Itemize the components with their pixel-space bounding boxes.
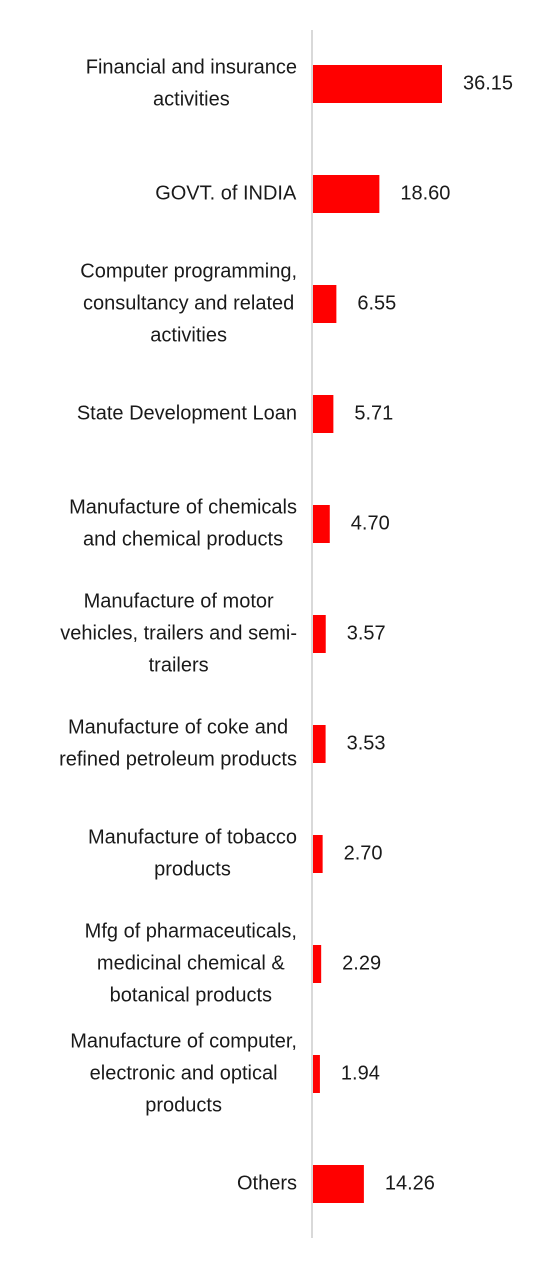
category-label-line: products [145, 1094, 222, 1116]
category-label-line: Mfg of pharmaceuticals, [85, 920, 297, 942]
value-label: 1.94 [341, 1062, 380, 1084]
category-label-line: consultancy and related [83, 292, 294, 314]
value-labels-group: 36.15 18.60 6.55 5.71 4.70 3.57 3.53 2.70 2.29 1.… [341, 72, 513, 1194]
value-label: 5.71 [354, 402, 393, 424]
bar [313, 1055, 320, 1093]
category-label-line: Manufacture of computer, [70, 1030, 297, 1052]
category-label-line: GOVT. of INDIA [155, 182, 297, 204]
category-label: Financial and insurance activities [86, 56, 297, 110]
bar [313, 615, 326, 653]
category-label: Manufacture of tobacco products [88, 826, 297, 880]
category-label: GOVT. of INDIA [155, 182, 297, 204]
category-label-line: Financial and insurance [86, 56, 297, 78]
value-label: 4.70 [351, 512, 390, 534]
category-label-line: refined petroleum products [59, 748, 297, 770]
category-label-line: trailers [149, 654, 209, 676]
value-label: 3.53 [347, 732, 386, 754]
bar [313, 1165, 364, 1203]
category-label-line: medicinal chemical & [97, 952, 286, 974]
category-label-line: activities [150, 324, 227, 346]
category-label-line: vehicles, trailers and semi- [60, 622, 297, 644]
category-label-line: Others [237, 1172, 297, 1194]
category-label-line: Computer programming, [80, 260, 297, 282]
bar [313, 395, 334, 433]
category-label-line: activities [153, 88, 230, 110]
category-label-line: botanical products [110, 984, 272, 1006]
category-label: Manufacture of chemicals and chemical pro… [69, 496, 297, 550]
value-label: 36.15 [463, 72, 513, 94]
bar [313, 175, 380, 213]
category-label: Manufacture of coke and refined petroleum… [59, 716, 297, 770]
bar [313, 725, 326, 763]
category-label-line: Manufacture of tobacco [88, 826, 297, 848]
category-labels-group: Financial and insurance activities GOVT. o… [59, 56, 297, 1194]
category-label: Manufacture of motor vehicles, trailers a… [60, 590, 297, 676]
category-label: State Development Loan [77, 402, 297, 424]
bars-group [313, 65, 442, 1203]
category-label-line: products [154, 858, 231, 880]
category-label-line: Manufacture of chemicals [69, 496, 297, 518]
bar [313, 835, 323, 873]
category-label: Computer programming, consultancy and rel… [80, 260, 297, 346]
category-label: Mfg of pharmaceuticals, medicinal chemica… [85, 920, 297, 1006]
bar [313, 285, 337, 323]
bar [313, 505, 330, 543]
value-label: 14.26 [385, 1172, 435, 1194]
category-label-line: and chemical products [83, 528, 283, 550]
value-label: 3.57 [347, 622, 386, 644]
category-label-line: electronic and optical [90, 1062, 278, 1084]
bar [313, 945, 322, 983]
category-label: Manufacture of computer, electronic and o… [70, 1030, 297, 1116]
value-label: 2.70 [344, 842, 383, 864]
bar [313, 65, 442, 103]
value-label: 6.55 [357, 292, 396, 314]
category-label-line: Manufacture of motor [84, 590, 274, 612]
value-label: 2.29 [342, 952, 381, 974]
value-label: 18.60 [400, 182, 450, 204]
category-label-line: State Development Loan [77, 402, 297, 424]
category-label-line: Manufacture of coke and [68, 716, 288, 738]
category-label: Others [237, 1172, 297, 1194]
